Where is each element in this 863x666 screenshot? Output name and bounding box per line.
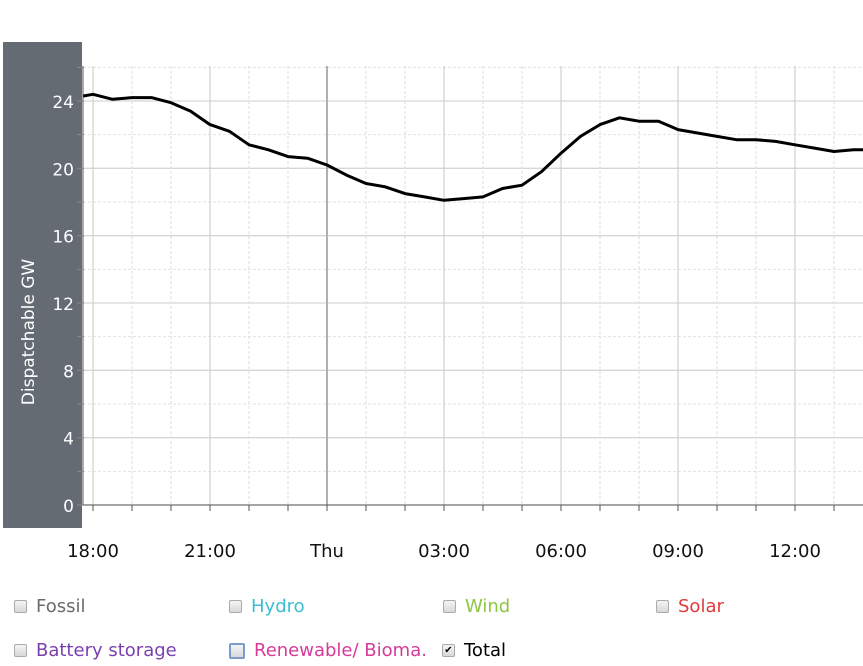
y-axis-panel: Dispatchable GW: [3, 42, 82, 528]
x-tick-label: Thu: [309, 541, 344, 562]
checkbox[interactable]: [229, 642, 245, 659]
legend-battery-storage[interactable]: Battery storage: [14, 640, 177, 661]
y-tick-label: 4: [63, 430, 74, 450]
legend-label: Wind: [465, 596, 511, 617]
series-line-total: [83, 92, 863, 202]
x-tick-label: 09:00: [652, 541, 704, 562]
checkbox[interactable]: [14, 644, 27, 657]
checkbox-checked[interactable]: ✔: [442, 644, 455, 657]
x-tick-label: 12:00: [769, 541, 821, 562]
x-tick-label: 21:00: [184, 541, 236, 562]
legend-label: Battery storage: [36, 640, 177, 661]
legend-label: Renewable/ Bioma.: [254, 640, 427, 661]
legend-total[interactable]: ✔ Total: [442, 640, 506, 661]
checkbox[interactable]: [14, 600, 27, 613]
checkbox[interactable]: [656, 600, 669, 613]
x-tick-label: 06:00: [535, 541, 587, 562]
legend-fossil[interactable]: Fossil: [14, 596, 85, 617]
checkbox[interactable]: [229, 600, 242, 613]
legend-label: Fossil: [36, 596, 86, 617]
y-tick-label: 16: [52, 228, 74, 248]
checkbox[interactable]: [443, 600, 456, 613]
legend-label: Solar: [678, 596, 724, 617]
chart: 0 4 8 12 16 20 24 18:00 21:00 Thu 03:00 06:00 09:00 1…: [52, 66, 863, 562]
legend-hydro[interactable]: Hydro: [229, 596, 305, 617]
legend-label: Hydro: [251, 596, 305, 617]
legend-solar[interactable]: Solar: [656, 596, 724, 617]
x-tick-label: 18:00: [67, 541, 119, 562]
y-tick-label: 8: [63, 362, 74, 382]
y-tick-label: 12: [52, 295, 74, 315]
x-tick-label: 03:00: [418, 541, 470, 562]
legend-wind[interactable]: Wind: [443, 596, 510, 617]
y-tick-label: 0: [63, 497, 74, 517]
y-tick-label: 20: [52, 160, 74, 180]
legend-renewable-biomass[interactable]: Renewable/ Bioma.: [229, 640, 427, 661]
y-tick-label: 24: [52, 93, 74, 113]
legend-label: Total: [464, 640, 507, 661]
